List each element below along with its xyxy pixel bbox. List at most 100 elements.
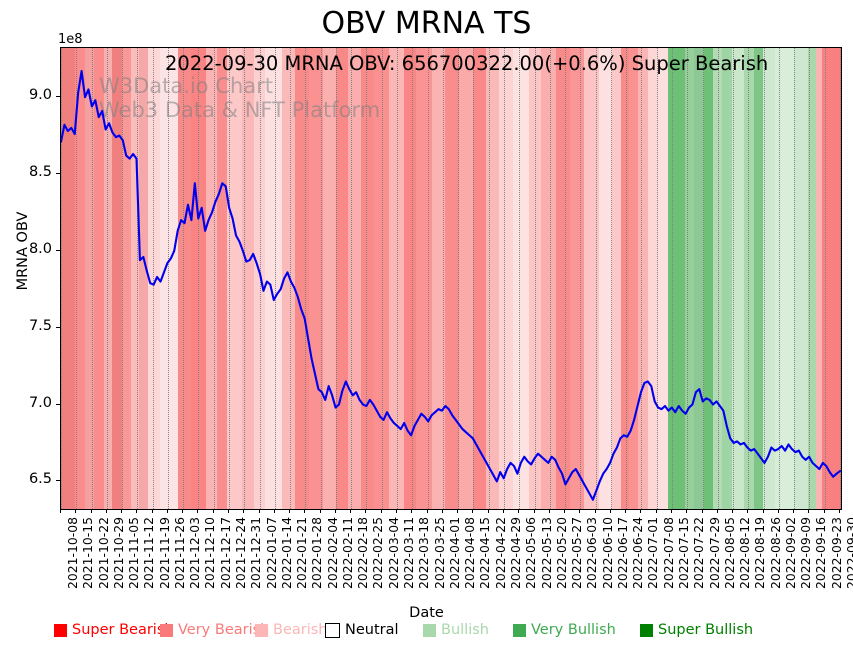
y-tick-mark xyxy=(56,480,60,482)
x-tick-mark xyxy=(273,509,275,513)
sentiment-band xyxy=(432,48,446,509)
x-tick-mark xyxy=(90,509,92,513)
x-gridline xyxy=(687,48,689,509)
x-tick-mark xyxy=(518,509,520,513)
x-tick-mark xyxy=(365,509,367,513)
sentiment-band xyxy=(309,48,324,509)
x-tick-label: 2022-05-06 xyxy=(523,517,539,590)
x-tick-label: 2021-12-17 xyxy=(217,517,233,590)
legend-label: Very Bullish xyxy=(531,622,616,638)
x-tick-label: 2022-09-02 xyxy=(782,517,798,590)
x-tick-mark xyxy=(426,509,428,513)
x-gridline xyxy=(183,48,185,509)
x-gridline xyxy=(809,48,811,509)
legend-entry[interactable]: Super Bullish xyxy=(640,620,753,640)
y-axis-title: MRNA OBV xyxy=(15,211,31,291)
x-tick-mark xyxy=(350,509,352,513)
x-tick-label: 2022-04-15 xyxy=(477,517,493,590)
x-gridline xyxy=(61,48,62,509)
sentiment-band xyxy=(816,48,823,509)
sentiment-band xyxy=(415,48,433,509)
x-tick-label: 2022-07-22 xyxy=(691,517,707,590)
x-tick-label: 2022-05-20 xyxy=(553,517,569,590)
x-gridline xyxy=(412,48,414,509)
x-gridline xyxy=(442,48,444,509)
x-gridline xyxy=(595,48,597,509)
x-gridline xyxy=(610,48,612,509)
x-tick-label: 2022-08-26 xyxy=(767,517,783,590)
sentiment-band xyxy=(103,48,114,509)
legend-swatch-icon xyxy=(255,623,268,637)
sentiment-band xyxy=(139,48,149,509)
x-tick-label: 2022-05-13 xyxy=(538,517,554,590)
legend-entry[interactable]: Bearish xyxy=(255,620,328,640)
x-tick-mark xyxy=(670,509,672,513)
x-tick-label: 2022-04-29 xyxy=(507,517,523,590)
x-tick-label: 2022-06-17 xyxy=(614,517,630,590)
x-tick-mark xyxy=(75,509,77,513)
x-gridline xyxy=(656,48,658,509)
y-tick-mark xyxy=(56,173,60,174)
x-tick-mark xyxy=(136,509,138,513)
x-gridline xyxy=(702,48,704,509)
x-tick-label: 2022-08-12 xyxy=(737,517,753,590)
legend-label: Super Bearish xyxy=(72,622,174,638)
x-gridline xyxy=(565,48,567,509)
x-tick-label: 2022-03-18 xyxy=(416,517,432,590)
x-gridline xyxy=(397,48,399,509)
x-tick-mark xyxy=(579,509,581,513)
x-tick-label: 2021-11-19 xyxy=(156,517,172,590)
x-gridline xyxy=(351,48,353,509)
x-gridline xyxy=(122,48,124,509)
legend-entry[interactable]: Neutral xyxy=(325,620,399,640)
x-tick-mark xyxy=(487,509,489,513)
y-tick-mark xyxy=(56,326,60,328)
legend-entry[interactable]: Bullish xyxy=(423,620,489,640)
x-tick-label: 2022-02-25 xyxy=(370,517,386,590)
x-tick-mark xyxy=(228,509,230,513)
sentiment-band xyxy=(685,48,695,509)
x-tick-label: 2021-10-29 xyxy=(110,517,126,590)
x-gridline xyxy=(106,48,108,509)
legend-entry[interactable]: Very Bullish xyxy=(513,620,616,640)
x-tick-mark xyxy=(319,509,321,513)
x-tick-mark xyxy=(258,509,260,513)
x-tick-label: 2022-01-07 xyxy=(263,517,279,590)
sentiment-band xyxy=(388,48,405,509)
x-tick-label: 2021-10-08 xyxy=(65,517,80,590)
x-tick-mark xyxy=(411,509,413,513)
x-tick-mark xyxy=(594,509,596,513)
x-tick-label: 2022-06-03 xyxy=(584,517,600,590)
x-tick-mark xyxy=(502,509,504,513)
sentiment-band xyxy=(731,48,745,509)
sentiment-band xyxy=(794,48,809,509)
x-tick-mark xyxy=(441,509,443,513)
sentiment-band xyxy=(160,48,179,509)
plot-area[interactable]: W3Data.io Chart Web3 Data & NFT Platform… xyxy=(60,47,842,510)
x-gridline xyxy=(213,48,215,509)
x-gridline xyxy=(840,48,841,509)
x-tick-label: 2021-12-24 xyxy=(233,517,249,590)
x-tick-label: 2022-04-01 xyxy=(446,517,462,590)
legend-entry[interactable]: Very Bearish xyxy=(160,620,269,640)
sentiment-band xyxy=(61,48,76,509)
x-gridline xyxy=(671,48,673,509)
x-gridline xyxy=(534,48,536,509)
legend-swatch-icon xyxy=(325,622,340,638)
x-tick-mark xyxy=(289,509,291,513)
x-tick-mark xyxy=(609,509,611,513)
x-tick-mark xyxy=(533,509,535,513)
x-tick-label: 2022-02-11 xyxy=(339,517,355,590)
watermark-line-2: Web3 Data & NFT Platform xyxy=(99,98,381,122)
legend-entry[interactable]: Super Bearish xyxy=(54,620,174,640)
watermark: W3Data.io Chart Web3 Data & NFT Platform xyxy=(61,48,841,509)
sentiment-band xyxy=(753,48,764,509)
legend-swatch-icon xyxy=(423,623,436,637)
x-tick-label: 2022-01-21 xyxy=(294,517,310,590)
sentiment-band xyxy=(472,48,487,509)
x-tick-mark xyxy=(625,509,627,513)
legend: Super Bearish Very Bearish Bearish Neutral B… xyxy=(0,620,853,644)
x-tick-mark xyxy=(105,509,107,513)
latest-value-annotation: 2022-09-30 MRNA OBV: 656700322.00(+0.6%)… xyxy=(165,52,769,75)
sentiment-bands-layer xyxy=(61,48,841,509)
